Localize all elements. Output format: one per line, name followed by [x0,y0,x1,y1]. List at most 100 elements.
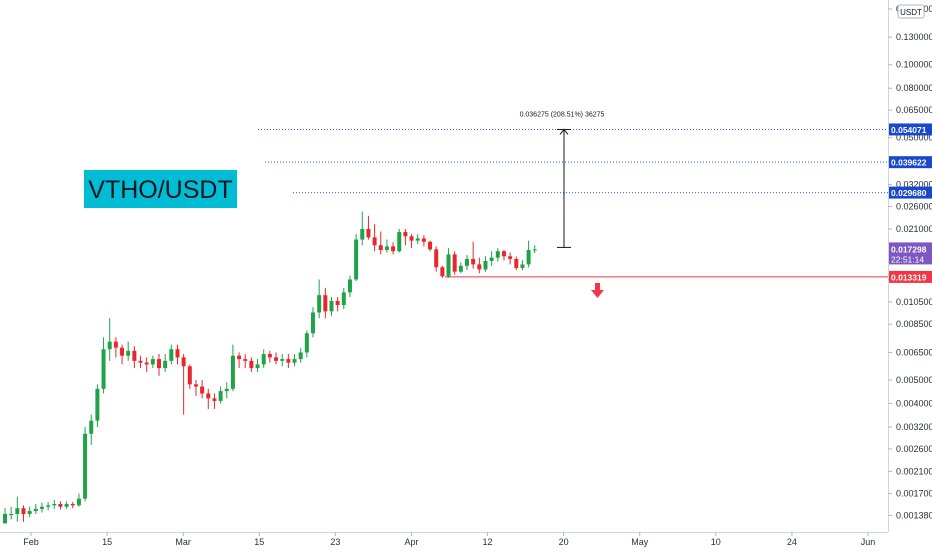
candle[interactable] [323,287,328,319]
price-axis[interactable]: 0.1700000.1300000.1000000.0800000.065000… [888,0,932,532]
candle[interactable] [446,248,451,278]
candle[interactable] [64,501,69,509]
candle[interactable] [384,239,389,253]
candle[interactable] [292,354,297,367]
candle-body [169,349,174,361]
candle[interactable] [286,354,291,369]
price-tags-layer: 0.054071 0.039622 0.029680 0.013319 0.017298… [889,123,932,283]
candle[interactable] [311,307,315,338]
candle-body [95,388,100,421]
candle[interactable] [520,260,525,271]
y-tick-label: 0.010500 [896,297,932,307]
candle[interactable] [397,228,402,253]
candle[interactable] [341,287,346,310]
candle[interactable] [261,349,266,369]
candle[interactable] [347,275,352,298]
candle[interactable] [144,357,149,372]
candle[interactable] [9,506,14,520]
candle[interactable] [440,265,445,278]
candle[interactable] [218,386,223,404]
candle[interactable] [21,505,26,522]
candle[interactable] [224,382,229,399]
chart-title: VTHO/USDT [88,176,232,204]
candle[interactable] [46,501,51,511]
candle[interactable] [372,224,377,252]
candle[interactable] [378,231,383,255]
candle[interactable] [360,211,365,246]
candle[interactable] [428,240,433,252]
candle[interactable] [274,352,279,365]
time-axis[interactable]: Feb 15 Mar 15 23 Apr 12 20 May 10 24 Jun [0,532,888,547]
candle[interactable] [366,215,371,240]
candle[interactable] [132,346,137,369]
candle[interactable] [532,245,537,254]
candle[interactable] [107,318,112,361]
candle[interactable] [489,251,494,266]
candle[interactable] [212,393,217,409]
candle[interactable] [120,344,125,365]
candle[interactable] [483,256,488,272]
candle[interactable] [465,255,469,271]
candle[interactable] [477,257,482,274]
candle[interactable] [58,501,63,510]
candle[interactable] [298,347,303,363]
candle-body [428,241,433,250]
candle[interactable] [169,344,174,365]
candle-body [329,300,334,312]
candle[interactable] [415,234,420,245]
candle[interactable] [157,354,161,376]
candle[interactable] [329,297,334,316]
candle[interactable] [280,354,285,367]
candle[interactable] [193,380,198,396]
candle[interactable] [200,380,205,399]
candle[interactable] [471,241,476,269]
candle[interactable] [70,501,75,509]
candle[interactable] [83,427,88,502]
candle[interactable] [409,234,414,249]
candle[interactable] [150,355,155,369]
candle[interactable] [187,364,192,389]
candle[interactable] [514,256,519,271]
candle[interactable] [15,496,20,522]
candle[interactable] [39,502,44,513]
candle[interactable] [317,279,322,319]
candle[interactable] [101,337,106,394]
candle[interactable] [508,252,513,265]
candle[interactable] [95,384,100,428]
candle[interactable] [335,297,340,312]
candle[interactable] [237,352,242,369]
x-tick-label: 20 [559,537,569,547]
candle[interactable] [230,344,235,392]
candle[interactable] [501,250,506,261]
candle[interactable] [421,235,426,247]
currency-badge[interactable]: USDT [897,4,925,19]
candle[interactable] [181,354,186,415]
candle[interactable] [495,248,500,262]
candle[interactable] [163,354,168,372]
candle[interactable] [458,262,463,274]
candle[interactable] [267,350,272,363]
candle-body [384,246,389,251]
candle[interactable] [3,508,7,524]
candle[interactable] [206,388,211,409]
candle[interactable] [52,499,57,509]
candle[interactable] [434,246,439,272]
candle[interactable] [89,414,94,445]
candle[interactable] [175,344,180,365]
candle[interactable] [526,240,531,268]
candle[interactable] [243,354,248,369]
candle[interactable] [249,357,254,372]
candle[interactable] [391,242,396,255]
candle[interactable] [255,359,260,372]
candle[interactable] [138,355,143,369]
candle[interactable] [403,228,408,246]
candle[interactable] [113,337,118,358]
candle[interactable] [452,251,457,275]
candle[interactable] [354,234,359,282]
candle[interactable] [27,506,32,518]
candle[interactable] [304,330,309,358]
candle[interactable] [126,341,131,361]
candle[interactable] [33,503,38,515]
candle[interactable] [76,493,81,507]
